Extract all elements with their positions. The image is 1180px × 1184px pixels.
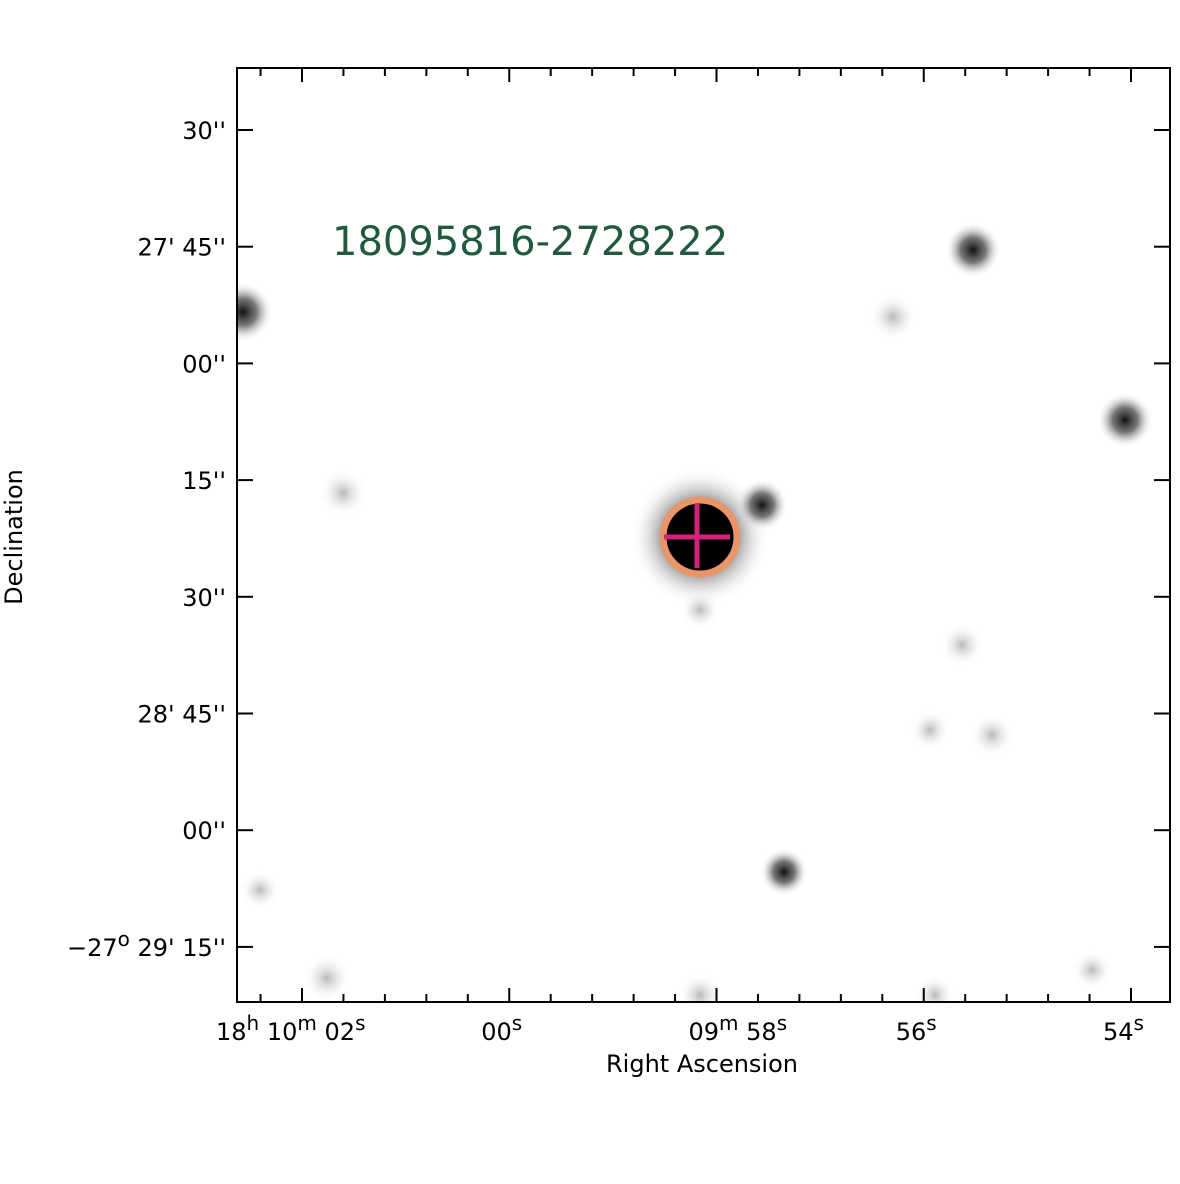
superscript: s <box>512 1011 522 1035</box>
superscript: s <box>355 1011 365 1035</box>
label-part: 00'' <box>182 350 226 378</box>
label-part: 18 <box>216 1018 247 1046</box>
y-tick-label: 15'' <box>182 467 226 495</box>
y-tick-label: 28' 45'' <box>138 701 227 729</box>
y-tick-label: −27o 29' 15'' <box>67 927 226 962</box>
label-part: 10 <box>259 1018 297 1046</box>
label-part: −27 <box>67 934 118 962</box>
label-part: 30'' <box>182 584 226 612</box>
y-tick-label: 30'' <box>182 117 226 145</box>
label-part: 15'' <box>182 467 226 495</box>
x-tick-label: 18h 10m 02s <box>216 1011 365 1046</box>
label-part: 00 <box>481 1018 512 1046</box>
x-tick-label: 09m 58s <box>689 1011 788 1046</box>
superscript: s <box>1134 1011 1144 1035</box>
superscript: m <box>719 1011 738 1035</box>
y-tick-label: 00'' <box>182 817 226 845</box>
label-part: 09 <box>689 1018 720 1046</box>
source-label: 18095816-2728222 <box>332 219 728 265</box>
x-tick-label: 56s <box>896 1011 937 1046</box>
sky-image <box>237 68 1170 1002</box>
y-tick-label: 00'' <box>182 350 226 378</box>
x-tick-label: 00s <box>481 1011 522 1046</box>
label-part: 00'' <box>182 817 226 845</box>
x-axis-label: Right Ascension <box>606 1050 798 1078</box>
label-part: 58 <box>739 1018 777 1046</box>
label-part: 56 <box>896 1018 927 1046</box>
label-part: 54 <box>1103 1018 1134 1046</box>
label-part: 28' 45'' <box>138 701 227 729</box>
plot-frame <box>236 67 1171 1003</box>
label-part: 30'' <box>182 117 226 145</box>
superscript: s <box>926 1011 936 1035</box>
y-axis-label: Declination <box>0 469 28 605</box>
superscript: o <box>118 927 130 951</box>
label-part: 27' 45'' <box>138 234 227 262</box>
label-part: 02 <box>317 1018 355 1046</box>
superscript: m <box>297 1011 316 1035</box>
x-tick-label: 54s <box>1103 1011 1144 1046</box>
y-tick-label: 27' 45'' <box>138 234 227 262</box>
y-tick-label: 30'' <box>182 584 226 612</box>
superscript: h <box>247 1011 260 1035</box>
tick-marks <box>237 68 1170 1002</box>
superscript: s <box>777 1011 787 1035</box>
label-part: 29' 15'' <box>130 934 226 962</box>
